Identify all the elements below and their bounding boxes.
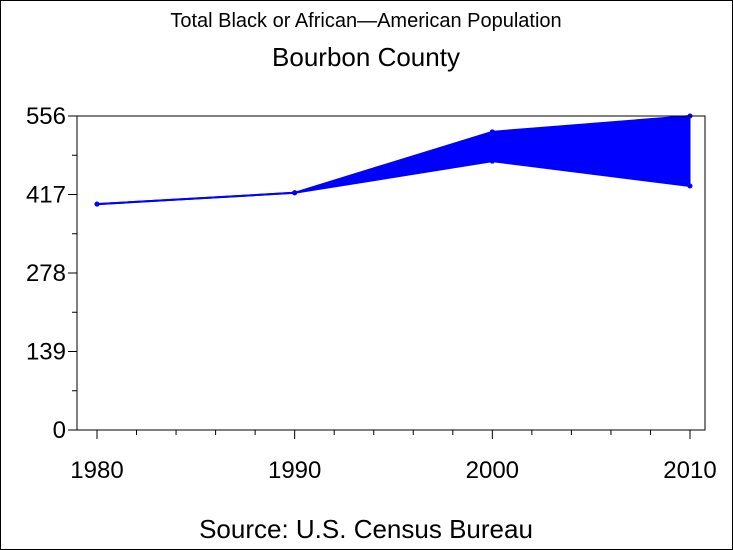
range-band-layer [96,115,691,205]
series-line [96,160,691,206]
x-tick-label: 2010 [663,457,716,484]
data-point [687,183,693,189]
x-axis-ticks [96,430,691,439]
data-point [94,201,100,207]
plot-area-border [76,115,706,431]
x-tick-label: 1980 [70,457,123,484]
chart-footnote: Source: U.S. Census Bureau [199,514,533,544]
series-line-layer [96,115,691,206]
chart-title: Total Black or African—American Populati… [170,10,561,32]
data-point [292,190,298,196]
y-tick-label: 556 [26,103,66,130]
chart-subtitle: Bourbon County [272,42,460,72]
y-axis-tick-labels: 0 139 278 417 556 [26,103,66,444]
data-point [489,158,495,164]
x-axis-tick-labels: 1980 1990 2000 2010 [70,457,716,484]
y-tick-label: 0 [53,417,66,444]
x-tick-label: 2000 [466,457,519,484]
y-tick-label: 417 [26,182,66,209]
y-axis-ticks [68,115,77,431]
y-tick-label: 278 [26,260,66,287]
y-tick-label: 139 [26,339,66,366]
range-band-area [96,115,691,205]
x-tick-label: 1990 [268,457,321,484]
data-point [489,129,495,135]
